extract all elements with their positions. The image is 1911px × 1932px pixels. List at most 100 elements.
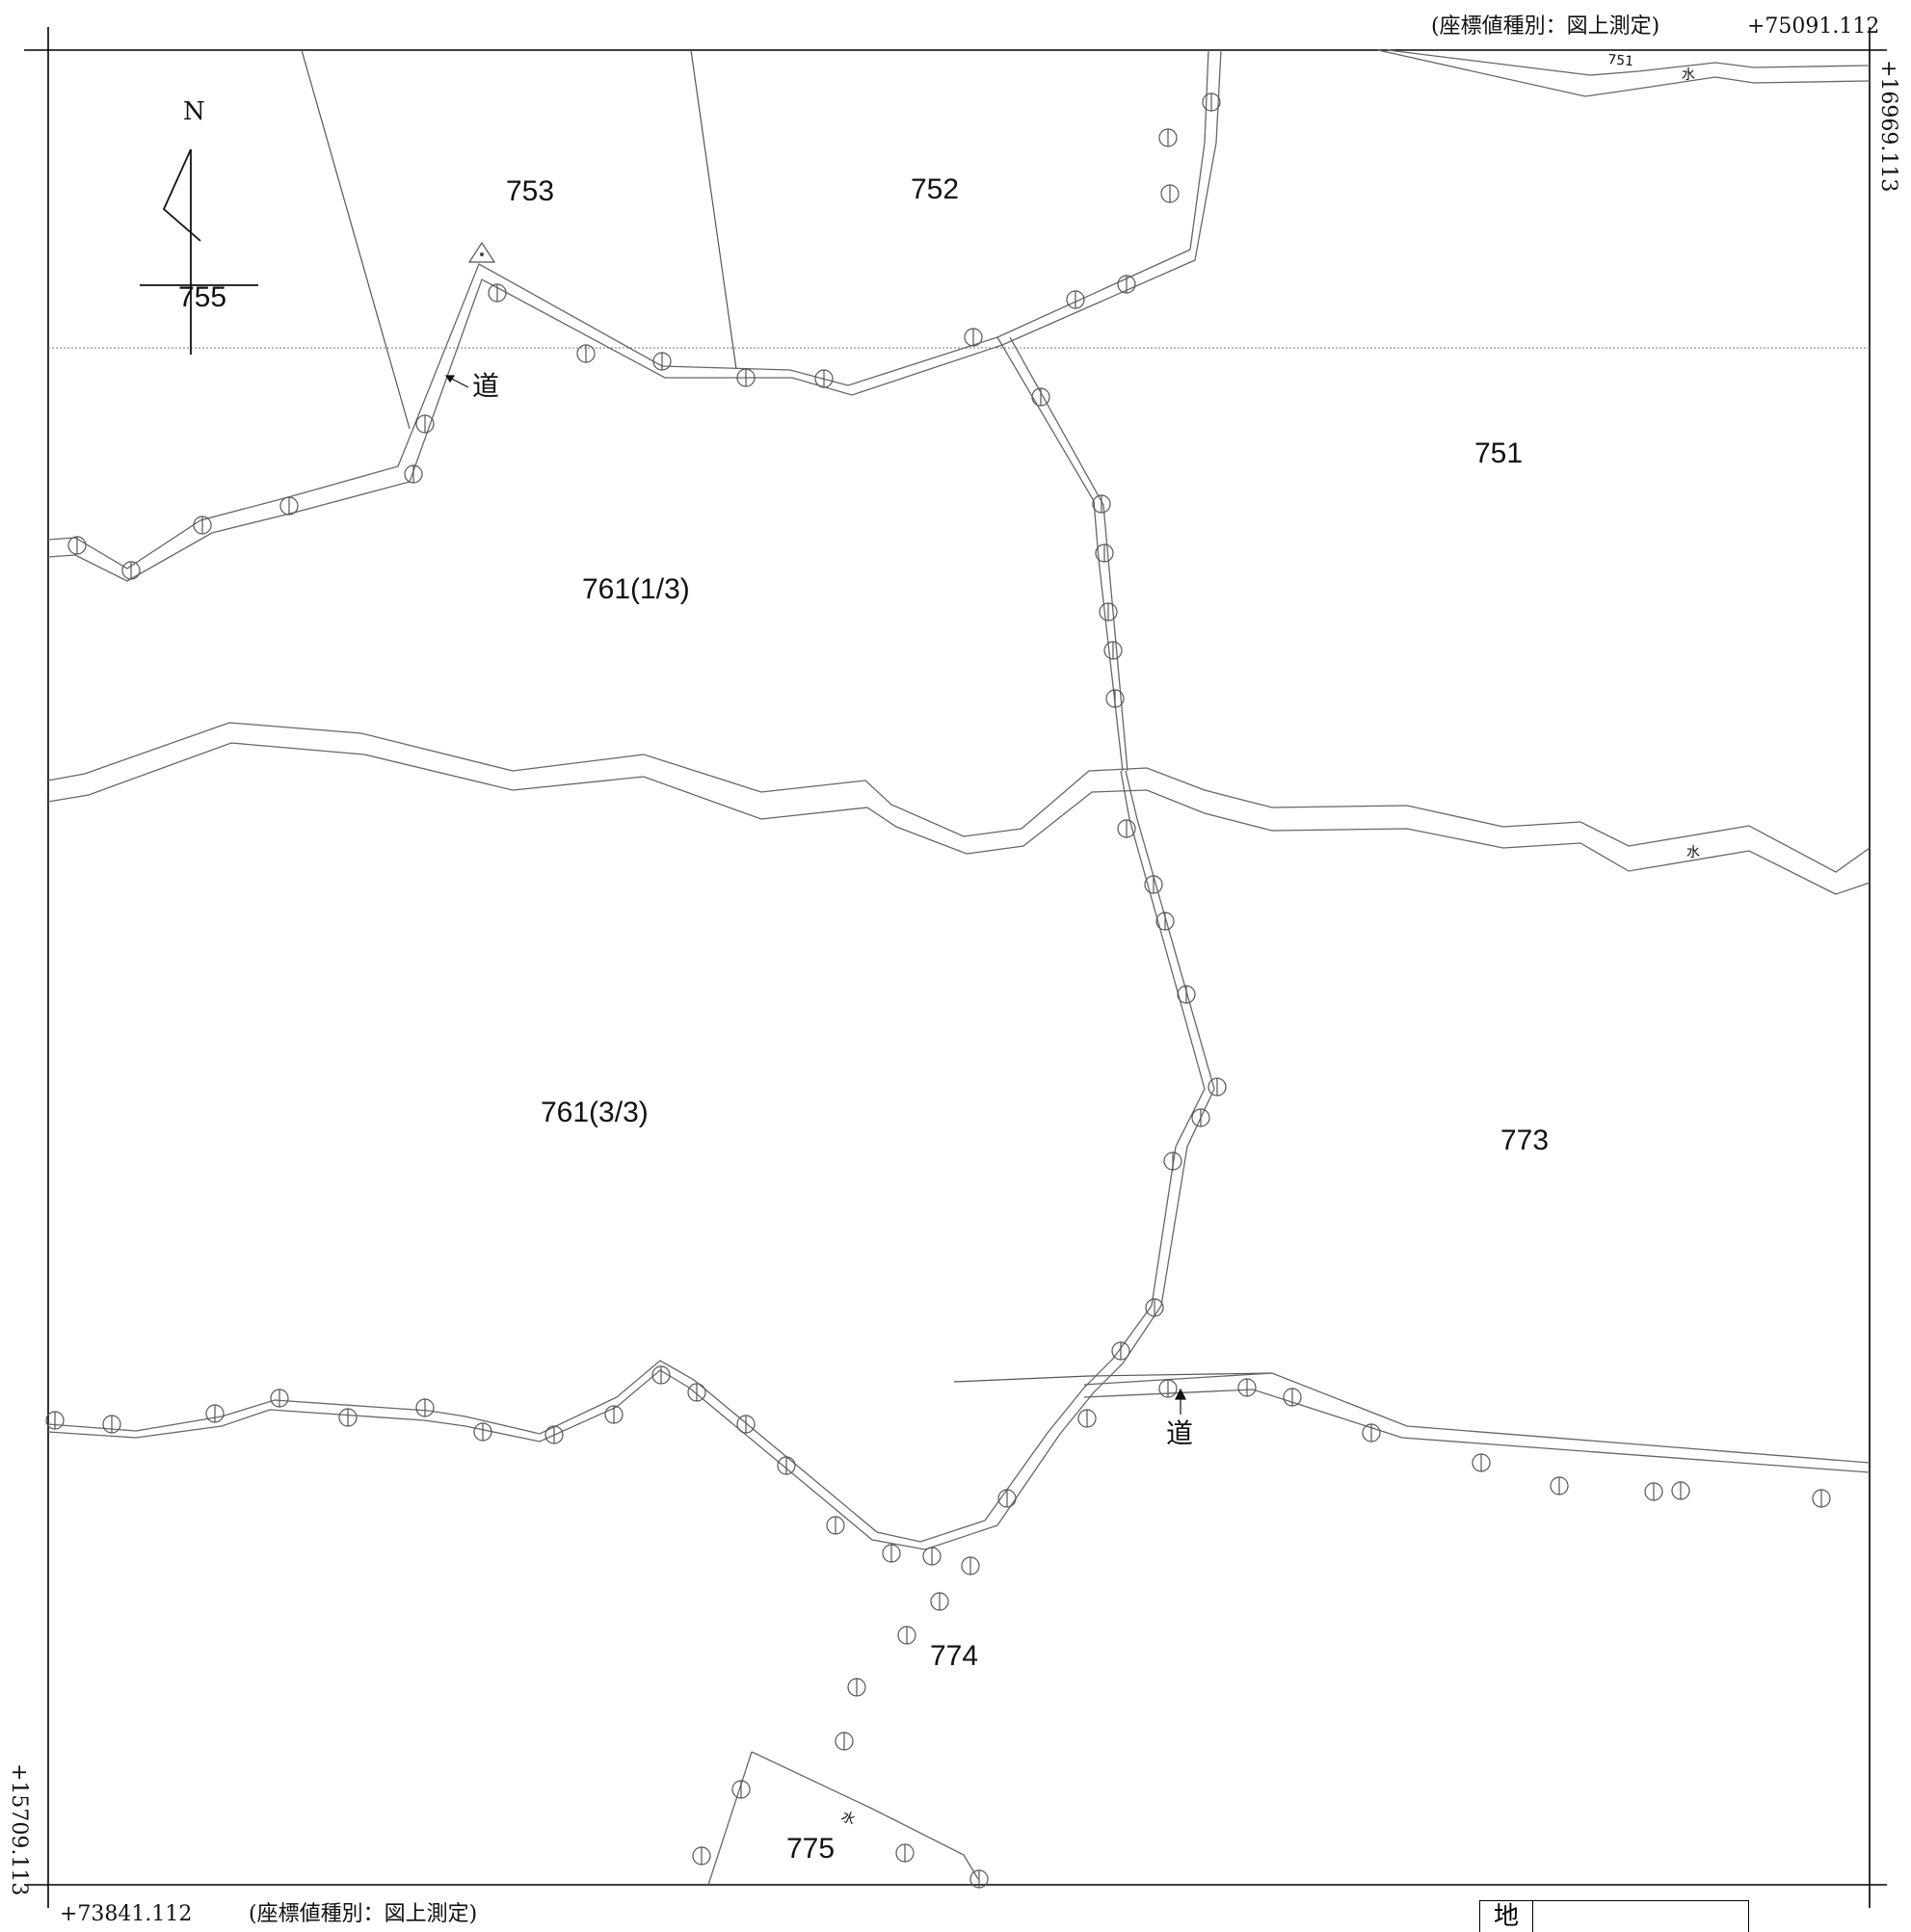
roads xyxy=(47,49,1871,1886)
boundary-marker-icon xyxy=(826,1516,845,1535)
boundary-marker-icon xyxy=(1202,93,1221,112)
legend-box: 地 xyxy=(1479,1900,1749,1932)
parcel-label-753: 753 xyxy=(506,175,554,207)
boundary-marker-icon xyxy=(1177,985,1196,1004)
parcel-label-751: 751 xyxy=(1474,437,1523,469)
map-frame xyxy=(24,27,1887,1908)
boundary-marker-icon xyxy=(1031,387,1050,407)
boundary-marker-icon xyxy=(488,283,507,303)
boundary-marker-icon xyxy=(415,414,435,434)
boundary-marker-icon xyxy=(1550,1476,1569,1495)
boundary-marker-icon xyxy=(814,369,834,388)
boundary-marker-icon xyxy=(1191,1108,1210,1127)
boundary-marker-icon xyxy=(897,1626,916,1645)
boundary-marker-icon xyxy=(736,1415,756,1434)
boundary-marker-icon xyxy=(1812,1489,1831,1508)
boundary-marker-icon xyxy=(847,1678,866,1697)
boundary-marker-icon xyxy=(279,496,299,516)
road-label-2: 道 xyxy=(1166,1417,1193,1449)
benchmark-triangle-icon xyxy=(467,241,496,263)
boundary-marker-icon xyxy=(473,1422,492,1442)
parcel-label-761-3: 761(3/3) xyxy=(541,1097,649,1128)
boundary-marker-icon xyxy=(102,1415,121,1434)
boundary-marker-icon xyxy=(1362,1423,1381,1442)
boundary-marker-icon xyxy=(576,344,596,363)
boundary-marker-icon xyxy=(731,1780,751,1799)
boundary-marker-icon xyxy=(922,1547,942,1566)
boundary-marker-icon xyxy=(1077,1409,1097,1428)
parcel-label-761-1: 761(1/3) xyxy=(582,573,690,605)
boundary-marker-icon xyxy=(1671,1481,1690,1500)
boundary-marker-icon xyxy=(777,1456,796,1475)
boundary-marker-icon xyxy=(997,1489,1017,1508)
boundary-marker-icon xyxy=(1099,602,1118,622)
coord-bottom-x: +73841.112 xyxy=(60,1902,192,1926)
boundary-marker-icon xyxy=(270,1389,289,1408)
boundary-marker-icon xyxy=(544,1425,564,1444)
boundary-marker-icon xyxy=(338,1408,358,1427)
north-label: N xyxy=(183,97,205,126)
boundary-marker-icon xyxy=(1103,641,1123,660)
boundary-marker-icon xyxy=(404,464,423,484)
boundary-marker-icon xyxy=(121,561,141,580)
boundary-marker-icon xyxy=(1237,1378,1257,1397)
water-label-3: 水 xyxy=(838,1809,857,1828)
boundary-marker-icon xyxy=(604,1405,624,1424)
coord-right-y: +16969.113 xyxy=(1876,60,1900,192)
boundary-marker-icon xyxy=(1144,875,1163,894)
boundary-marker-icon xyxy=(651,1365,671,1385)
coord-type-bottom: (座標値種別：図上測定) xyxy=(249,1902,477,1926)
boundary-marker-icon xyxy=(961,1556,980,1575)
boundary-marker-icon xyxy=(1160,184,1180,203)
water-label-2: 水 xyxy=(1686,845,1700,860)
parcel-label-752: 752 xyxy=(911,173,959,205)
boundary-marker-icon xyxy=(692,1846,711,1866)
coord-left-y: +15709.113 xyxy=(7,1763,31,1895)
legend-cell-label: 地 xyxy=(1480,1901,1533,1932)
parcel-label-751-small: 751 xyxy=(1607,52,1634,69)
boundary-marker-icon xyxy=(964,328,983,347)
boundary-marker-icon xyxy=(687,1383,706,1402)
boundary-marker-icon xyxy=(1145,1298,1164,1317)
boundary-marker-icon xyxy=(1111,1341,1130,1361)
boundary-markers xyxy=(45,93,1831,1889)
boundary-marker-icon xyxy=(1158,1379,1178,1398)
boundary-marker-icon xyxy=(882,1544,901,1563)
parcel-boundaries xyxy=(301,49,1273,1383)
boundary-marker-icon xyxy=(835,1732,854,1751)
parcel-label-755: 755 xyxy=(178,281,226,313)
boundary-marker-icon xyxy=(45,1411,65,1430)
boundary-marker-icon xyxy=(67,536,87,555)
road-label-1: 道 xyxy=(472,370,499,402)
boundary-marker-icon xyxy=(205,1404,225,1423)
water-course xyxy=(47,49,1871,895)
boundary-marker-icon xyxy=(1644,1482,1663,1501)
boundary-marker-icon xyxy=(895,1843,915,1863)
boundary-marker-icon xyxy=(1155,912,1175,931)
boundary-marker-icon xyxy=(193,516,212,535)
boundary-marker-icon xyxy=(1117,819,1136,838)
boundary-marker-icon xyxy=(652,352,672,371)
parcel-label-774: 774 xyxy=(930,1640,978,1672)
boundary-marker-icon xyxy=(1472,1453,1491,1472)
boundary-marker-icon xyxy=(930,1592,949,1611)
boundary-marker-icon xyxy=(969,1869,989,1889)
water-label-1: 水 xyxy=(1682,67,1695,83)
parcel-label-775: 775 xyxy=(786,1833,835,1865)
coord-top-x: +75091.112 xyxy=(1747,14,1879,39)
boundary-marker-icon xyxy=(736,368,756,387)
coord-type-top: (座標値種別：図上測定) xyxy=(1431,14,1659,39)
boundary-marker-icon xyxy=(1066,290,1085,309)
boundary-marker-icon xyxy=(1117,275,1136,294)
boundary-marker-icon xyxy=(1158,128,1178,147)
boundary-marker-icon xyxy=(1105,689,1125,708)
road-arrows xyxy=(444,375,1186,1415)
boundary-marker-icon xyxy=(1095,543,1114,563)
boundary-marker-icon xyxy=(1092,494,1111,514)
north-arrow xyxy=(140,148,258,355)
parcel-label-773: 773 xyxy=(1500,1125,1549,1156)
boundary-marker-icon xyxy=(1163,1151,1182,1171)
boundary-marker-icon xyxy=(415,1398,435,1417)
boundary-marker-icon xyxy=(1208,1077,1227,1097)
